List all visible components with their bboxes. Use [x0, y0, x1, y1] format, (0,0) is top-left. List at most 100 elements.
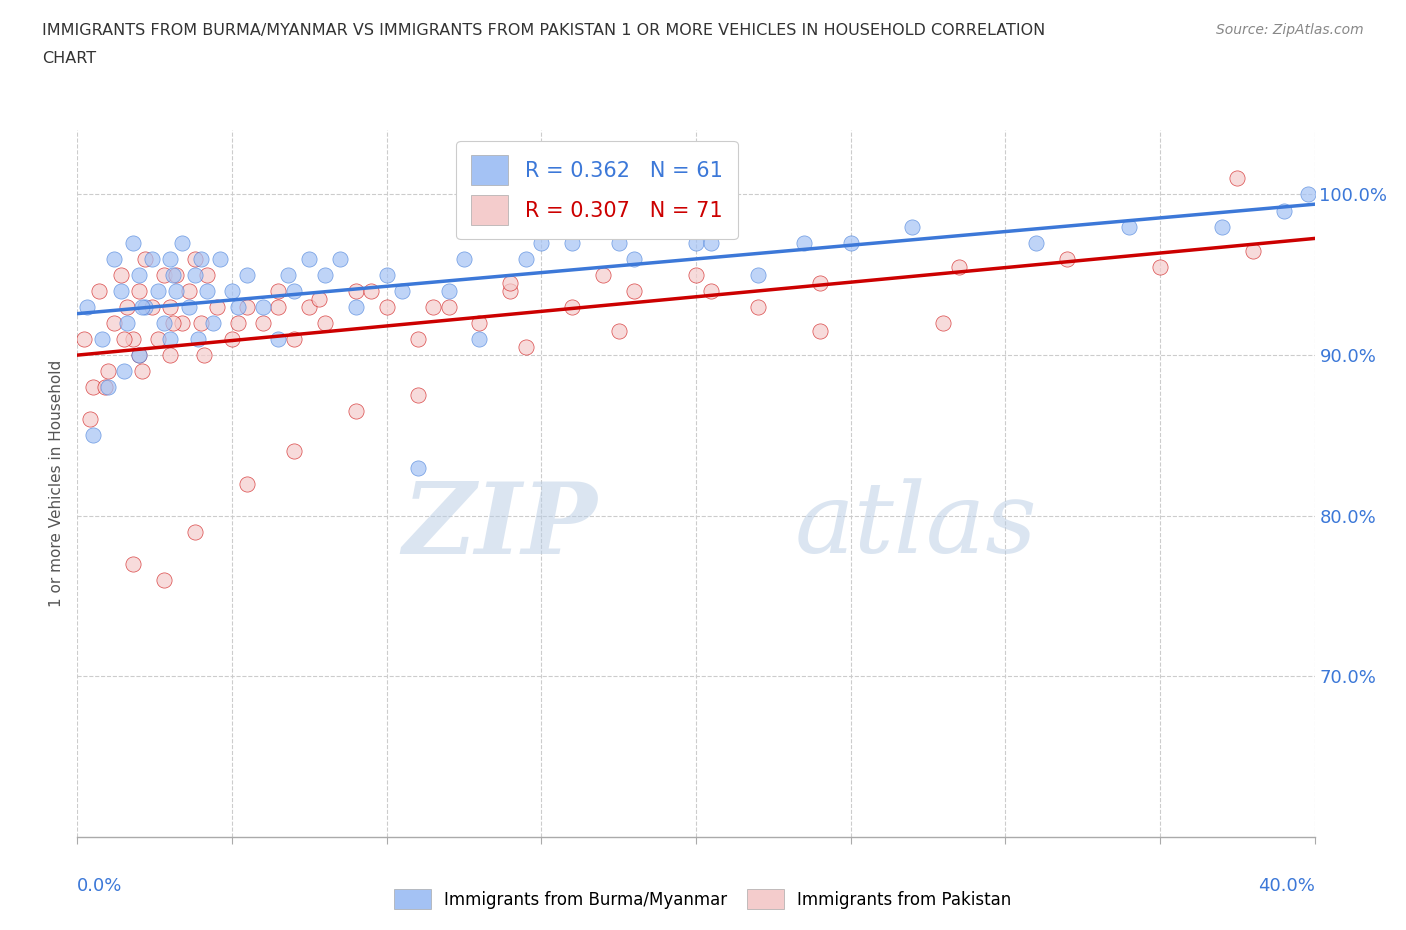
Legend: R = 0.362   N = 61, R = 0.307   N = 71: R = 0.362 N = 61, R = 0.307 N = 71: [457, 140, 738, 239]
Point: [72, 332, 94, 347]
Point: [221, 332, 243, 347]
Point: [515, 339, 537, 354]
Point: [128, 284, 150, 299]
Point: [82, 428, 104, 443]
Point: [134, 251, 156, 266]
Point: [499, 284, 522, 299]
Text: 40.0%: 40.0%: [1258, 877, 1315, 896]
Point: [1025, 235, 1047, 250]
Text: IMMIGRANTS FROM BURMA/MYANMAR VS IMMIGRANTS FROM PAKISTAN 1 OR MORE VEHICLES IN : IMMIGRANTS FROM BURMA/MYANMAR VS IMMIGRA…: [42, 23, 1046, 38]
Point: [592, 267, 614, 282]
Point: [193, 348, 215, 363]
Point: [236, 299, 259, 314]
Point: [184, 267, 207, 282]
Point: [283, 444, 305, 458]
Point: [747, 299, 769, 314]
Point: [422, 299, 444, 314]
Point: [948, 259, 970, 274]
Point: [344, 299, 367, 314]
Point: [267, 284, 290, 299]
Point: [97, 364, 120, 379]
Point: [184, 251, 207, 266]
Point: [103, 251, 125, 266]
Point: [208, 251, 231, 266]
Point: [153, 267, 176, 282]
Point: [76, 299, 98, 314]
Point: [607, 324, 630, 339]
Point: [1298, 187, 1320, 202]
Point: [1056, 251, 1078, 266]
Point: [112, 332, 135, 347]
Point: [226, 299, 249, 314]
Point: [267, 299, 290, 314]
Point: [468, 315, 491, 330]
Point: [141, 299, 163, 314]
Point: [360, 284, 382, 299]
Point: [252, 299, 274, 314]
Point: [561, 235, 583, 250]
Point: [700, 284, 723, 299]
Point: [375, 267, 398, 282]
Point: [165, 267, 187, 282]
Point: [128, 348, 150, 363]
Point: [115, 315, 138, 330]
Point: [406, 460, 429, 475]
Point: [314, 315, 336, 330]
Point: [159, 332, 181, 347]
Point: [184, 525, 207, 539]
Point: [94, 379, 117, 394]
Text: CHART: CHART: [42, 51, 96, 66]
Point: [122, 332, 145, 347]
Point: [205, 299, 228, 314]
Point: [298, 299, 321, 314]
Point: [87, 284, 110, 299]
Point: [1272, 203, 1295, 218]
Point: [685, 267, 707, 282]
Point: [468, 332, 491, 347]
Point: [110, 267, 132, 282]
Point: [146, 284, 169, 299]
Point: [159, 299, 181, 314]
Point: [131, 364, 153, 379]
Point: [153, 315, 176, 330]
Point: [82, 379, 104, 394]
Point: [91, 332, 114, 347]
Point: [128, 348, 150, 363]
Point: [437, 299, 460, 314]
Point: [453, 251, 475, 266]
Point: [1241, 244, 1264, 259]
Point: [110, 284, 132, 299]
Point: [177, 299, 200, 314]
Point: [97, 379, 120, 394]
Point: [134, 299, 156, 314]
Point: [162, 267, 184, 282]
Point: [190, 251, 212, 266]
Point: [283, 332, 305, 347]
Point: [747, 267, 769, 282]
Point: [1211, 219, 1233, 234]
Text: 0.0%: 0.0%: [77, 877, 122, 896]
Point: [141, 251, 163, 266]
Point: [122, 556, 145, 571]
Point: [159, 348, 181, 363]
Point: [112, 364, 135, 379]
Point: [277, 267, 299, 282]
Point: [115, 299, 138, 314]
Point: [375, 299, 398, 314]
Point: [236, 267, 259, 282]
Point: [267, 332, 290, 347]
Point: [329, 251, 352, 266]
Point: [190, 315, 212, 330]
Point: [146, 332, 169, 347]
Point: [901, 219, 924, 234]
Point: [122, 235, 145, 250]
Point: [607, 235, 630, 250]
Point: [700, 235, 723, 250]
Point: [195, 267, 218, 282]
Point: [195, 284, 218, 299]
Point: [103, 315, 125, 330]
Point: [283, 284, 305, 299]
Point: [1226, 171, 1249, 186]
Text: Source: ZipAtlas.com: Source: ZipAtlas.com: [1216, 23, 1364, 37]
Point: [159, 251, 181, 266]
